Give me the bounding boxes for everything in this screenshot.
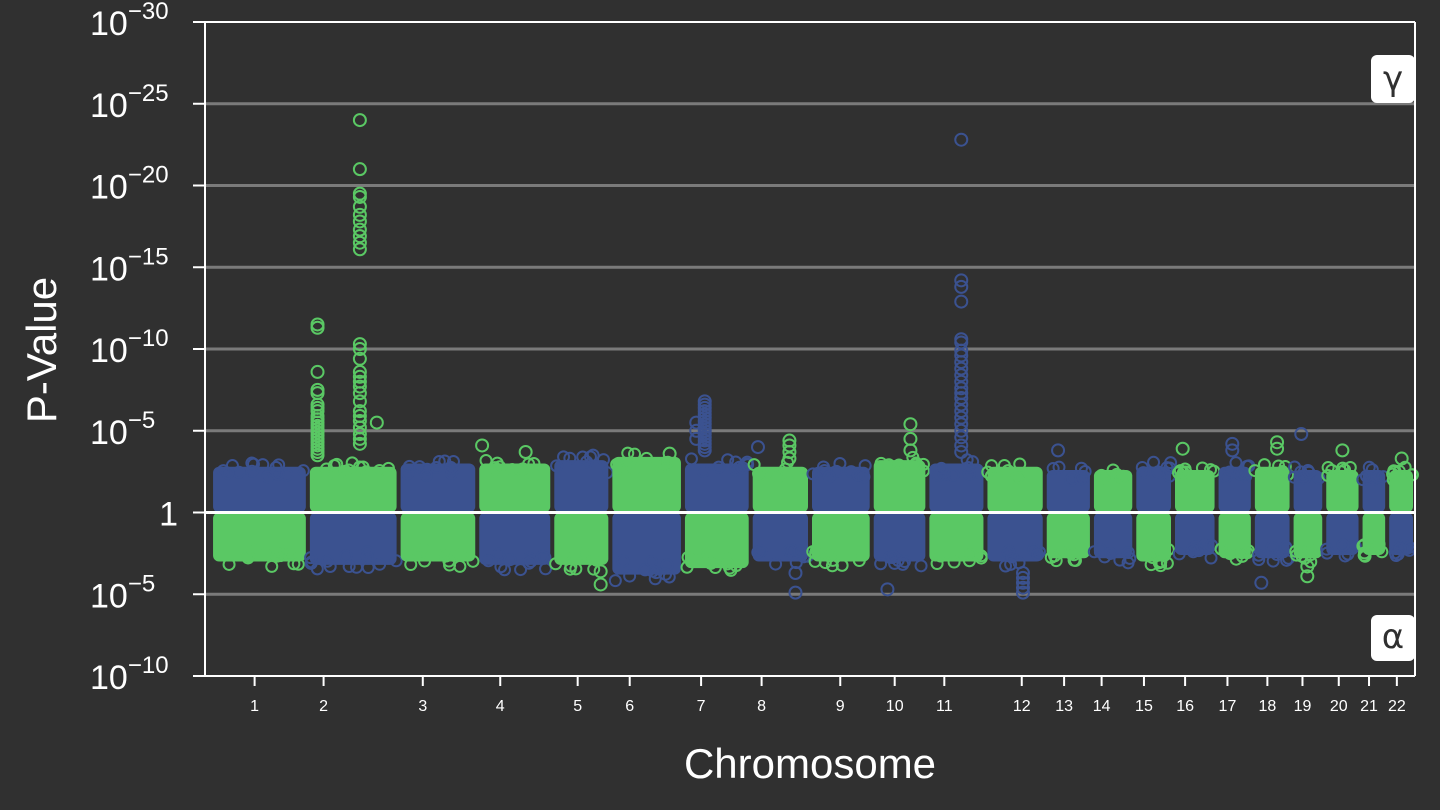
data-point bbox=[686, 453, 697, 464]
x-tick-label-chrom-21: 21 bbox=[1360, 698, 1378, 715]
corner-label-bottom: α bbox=[1371, 615, 1415, 661]
data-point-outlier bbox=[312, 366, 324, 378]
data-point-outlier bbox=[354, 163, 366, 175]
chrom-band-lower-1 bbox=[213, 513, 306, 562]
data-point-outlier bbox=[520, 446, 532, 458]
x-tick-label-chrom-16: 16 bbox=[1176, 698, 1194, 715]
x-tick-label-chrom-9: 9 bbox=[836, 698, 845, 715]
corner-label-bottom-text: α bbox=[1382, 617, 1404, 657]
x-tick-label-chrom-13: 13 bbox=[1055, 698, 1073, 715]
data-point-outlier bbox=[1336, 444, 1348, 456]
x-tick-labels: 1 2 3 4 5 6 7 8 9 10 11 12 13 14 15 16 17 18 19 20 21 22 bbox=[250, 698, 1406, 715]
data-point-outlier bbox=[1177, 443, 1189, 455]
data-point-outlier bbox=[789, 587, 801, 599]
data-point-outlier bbox=[595, 578, 607, 590]
y-tick-label: 10−15 bbox=[90, 243, 169, 288]
x-tick-label-chrom-18: 18 bbox=[1258, 698, 1276, 715]
x-tick-label-chrom-1: 1 bbox=[250, 698, 259, 715]
x-tick-label-chrom-19: 19 bbox=[1294, 698, 1312, 715]
data-point-outlier bbox=[904, 418, 916, 430]
data-point bbox=[266, 561, 277, 572]
data-point-outlier bbox=[476, 439, 488, 451]
x-tick-label-chrom-10: 10 bbox=[886, 698, 904, 715]
y-tick-label: 10−30 bbox=[90, 0, 169, 43]
data-point-outlier bbox=[1255, 577, 1267, 589]
x-tick-label-chrom-4: 4 bbox=[496, 698, 505, 715]
x-tick-label-chrom-15: 15 bbox=[1135, 698, 1153, 715]
x-tick-label-chrom-2: 2 bbox=[319, 698, 328, 715]
x-tick-label-chrom-8: 8 bbox=[757, 698, 766, 715]
data-point-outlier bbox=[904, 444, 916, 456]
data-point-outlier bbox=[595, 565, 607, 577]
y-tick-label: 10−10 bbox=[90, 325, 169, 370]
data-point-outlier bbox=[1052, 444, 1064, 456]
x-tick-label-chrom-3: 3 bbox=[418, 698, 427, 715]
x-tick-label-chrom-7: 7 bbox=[697, 698, 706, 715]
y-tick-label: 10−25 bbox=[90, 80, 169, 125]
y-tick-label: 1 bbox=[159, 496, 178, 534]
corner-label-top: γ bbox=[1371, 55, 1415, 103]
x-tick-label-chrom-12: 12 bbox=[1013, 698, 1031, 715]
y-tick-label: 10−20 bbox=[90, 162, 169, 207]
x-tick-label-chrom-20: 20 bbox=[1330, 698, 1348, 715]
x-axis-title: Chromosome bbox=[684, 740, 936, 787]
x-tick-label-chrom-22: 22 bbox=[1388, 698, 1406, 715]
data-point bbox=[610, 575, 621, 586]
data-point-outlier bbox=[904, 433, 916, 445]
y-axis-title: P-Value bbox=[18, 277, 65, 423]
axes bbox=[193, 22, 1415, 686]
data-point-outlier bbox=[955, 296, 967, 308]
data-point-outlier bbox=[752, 441, 764, 453]
x-tick-label-chrom-6: 6 bbox=[625, 698, 634, 715]
x-tick-label-chrom-14: 14 bbox=[1093, 698, 1111, 715]
x-tick-label-chrom-17: 17 bbox=[1219, 698, 1237, 715]
y-tick-label: 10−5 bbox=[90, 407, 155, 452]
data-point-outlier bbox=[955, 134, 967, 146]
data-point bbox=[916, 560, 927, 571]
y-tick-label: 10−5 bbox=[90, 570, 155, 615]
y-tick-labels: 10−3010−2510−2010−1510−1010−5110−510−10 bbox=[90, 0, 178, 697]
y-tick-label: 10−10 bbox=[90, 652, 169, 697]
x-tick-label-chrom-11: 11 bbox=[936, 698, 953, 715]
data-point-outlier bbox=[354, 114, 366, 126]
data-point bbox=[1230, 457, 1241, 468]
data-point bbox=[454, 561, 465, 572]
x-tick-label-chrom-5: 5 bbox=[573, 698, 582, 715]
data-point-outlier bbox=[371, 417, 383, 429]
corner-label-top-text: γ bbox=[1383, 59, 1403, 99]
